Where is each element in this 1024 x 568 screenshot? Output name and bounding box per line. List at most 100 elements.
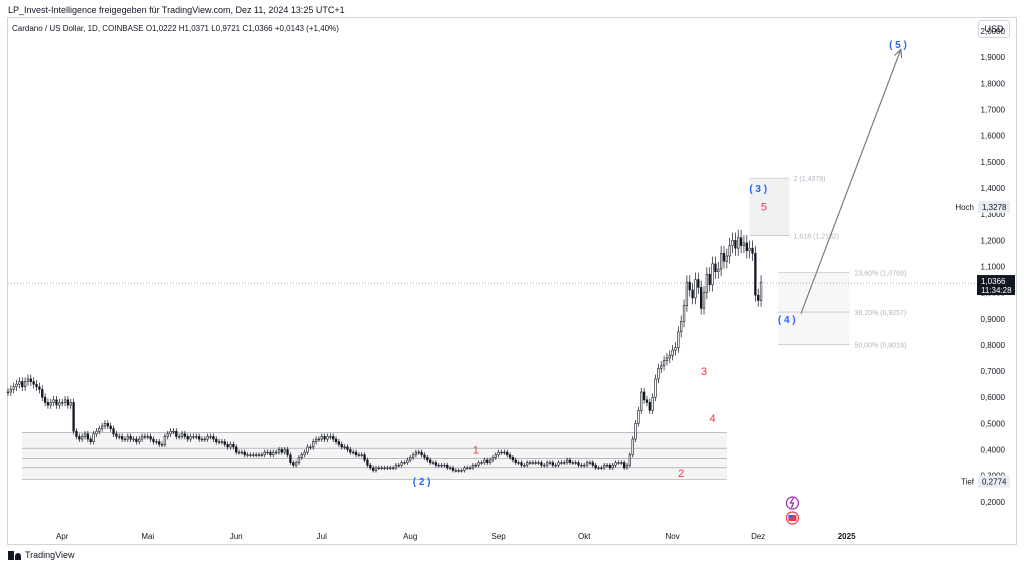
candle-body	[29, 378, 32, 382]
candle-body	[685, 281, 689, 306]
candle-body	[98, 428, 101, 432]
candle-body	[523, 464, 526, 467]
candle-body	[548, 462, 552, 464]
candle-body	[634, 423, 637, 440]
y-tick-label: 0,6000	[981, 393, 1006, 402]
high-value: 1,3278	[982, 203, 1007, 212]
candle-body	[434, 462, 438, 466]
currency-button[interactable]: USD	[978, 20, 1010, 38]
candle-body	[605, 464, 609, 467]
candle-body	[152, 438, 155, 442]
candle-body	[383, 467, 386, 469]
candle-body	[366, 459, 369, 466]
candle-body	[18, 381, 21, 385]
candle-body	[35, 383, 38, 388]
y-tick-label: 1,7000	[981, 106, 1006, 115]
candle-body	[426, 457, 429, 461]
candle-body	[463, 467, 466, 471]
candle-body	[209, 436, 212, 438]
candle-body	[138, 438, 141, 442]
candle-body	[719, 253, 723, 270]
candle-body	[711, 263, 714, 286]
candle-body	[197, 436, 201, 440]
symbol-legend: Cardano / US Dollar, 1D, COINBASE O1,022…	[12, 24, 339, 33]
candle-body	[6, 391, 10, 394]
candle-body	[143, 436, 147, 438]
candle-body	[728, 245, 731, 257]
candle-body	[494, 454, 497, 458]
candle-body	[391, 467, 395, 469]
candle-body	[737, 237, 740, 249]
candle-body	[488, 459, 492, 463]
candle-body	[340, 444, 343, 448]
candle-body	[625, 464, 629, 469]
candle-body	[120, 436, 124, 440]
candle-body	[354, 451, 358, 456]
fib-retracement-zone	[778, 272, 850, 345]
candle-body	[389, 467, 392, 469]
candle-body	[189, 436, 192, 440]
candle-body	[748, 247, 751, 252]
candle-body	[454, 470, 457, 472]
candle-body	[483, 459, 486, 463]
candle-body	[702, 292, 706, 309]
candle-body	[269, 451, 272, 456]
candle-body	[631, 438, 634, 456]
wave-label: ( 3 )	[749, 184, 767, 195]
candle-body	[300, 454, 303, 458]
candle-body	[220, 441, 224, 443]
candle-body	[568, 459, 572, 463]
x-tick-label: Dez	[751, 532, 765, 541]
candle-body	[58, 402, 61, 406]
candle-body	[651, 396, 654, 411]
candle-body	[334, 438, 338, 442]
candle-body	[534, 462, 537, 464]
candle-body	[317, 438, 321, 441]
wave-label: 5	[761, 201, 767, 213]
candle-body	[657, 368, 660, 380]
candle-body	[177, 436, 181, 438]
candle-body	[246, 454, 249, 456]
candle-body	[397, 464, 400, 467]
candle-body	[734, 240, 737, 249]
candle-body	[160, 444, 164, 446]
candle-body	[212, 436, 215, 440]
y-tick-label: 1,9000	[981, 53, 1006, 62]
candle-body	[314, 438, 318, 442]
candle-body	[420, 451, 423, 456]
candle-body	[506, 451, 509, 456]
candle-body	[514, 459, 517, 463]
y-tick-label: 1,4000	[981, 184, 1006, 193]
candle-body	[457, 470, 460, 472]
candle-body	[146, 436, 149, 438]
candle-body	[742, 242, 746, 246]
candle-body	[739, 237, 743, 246]
candle-body	[223, 441, 226, 445]
candle-body	[255, 454, 258, 456]
candle-body	[688, 281, 691, 291]
candle-body	[9, 389, 13, 393]
low-value: 0,2774	[982, 478, 1007, 487]
candle-body	[557, 462, 560, 466]
candle-body	[312, 441, 315, 448]
candle-body	[654, 378, 657, 398]
candle-body	[725, 255, 728, 262]
candle-body	[12, 386, 15, 390]
candle-body	[409, 457, 412, 461]
candle-body	[411, 454, 415, 458]
candle-body	[129, 436, 132, 440]
candle-body	[155, 441, 158, 443]
candle-body	[745, 242, 748, 252]
candle-body	[477, 462, 480, 466]
candle-body	[540, 462, 543, 466]
candle-body	[292, 462, 295, 466]
candle-body	[528, 462, 532, 464]
candle-body	[86, 433, 90, 440]
candle-body	[486, 459, 489, 463]
candle-body	[163, 436, 167, 445]
candle-body	[574, 462, 577, 464]
candle-body	[677, 331, 680, 348]
candle-body	[123, 438, 127, 441]
candle-body	[69, 402, 72, 406]
